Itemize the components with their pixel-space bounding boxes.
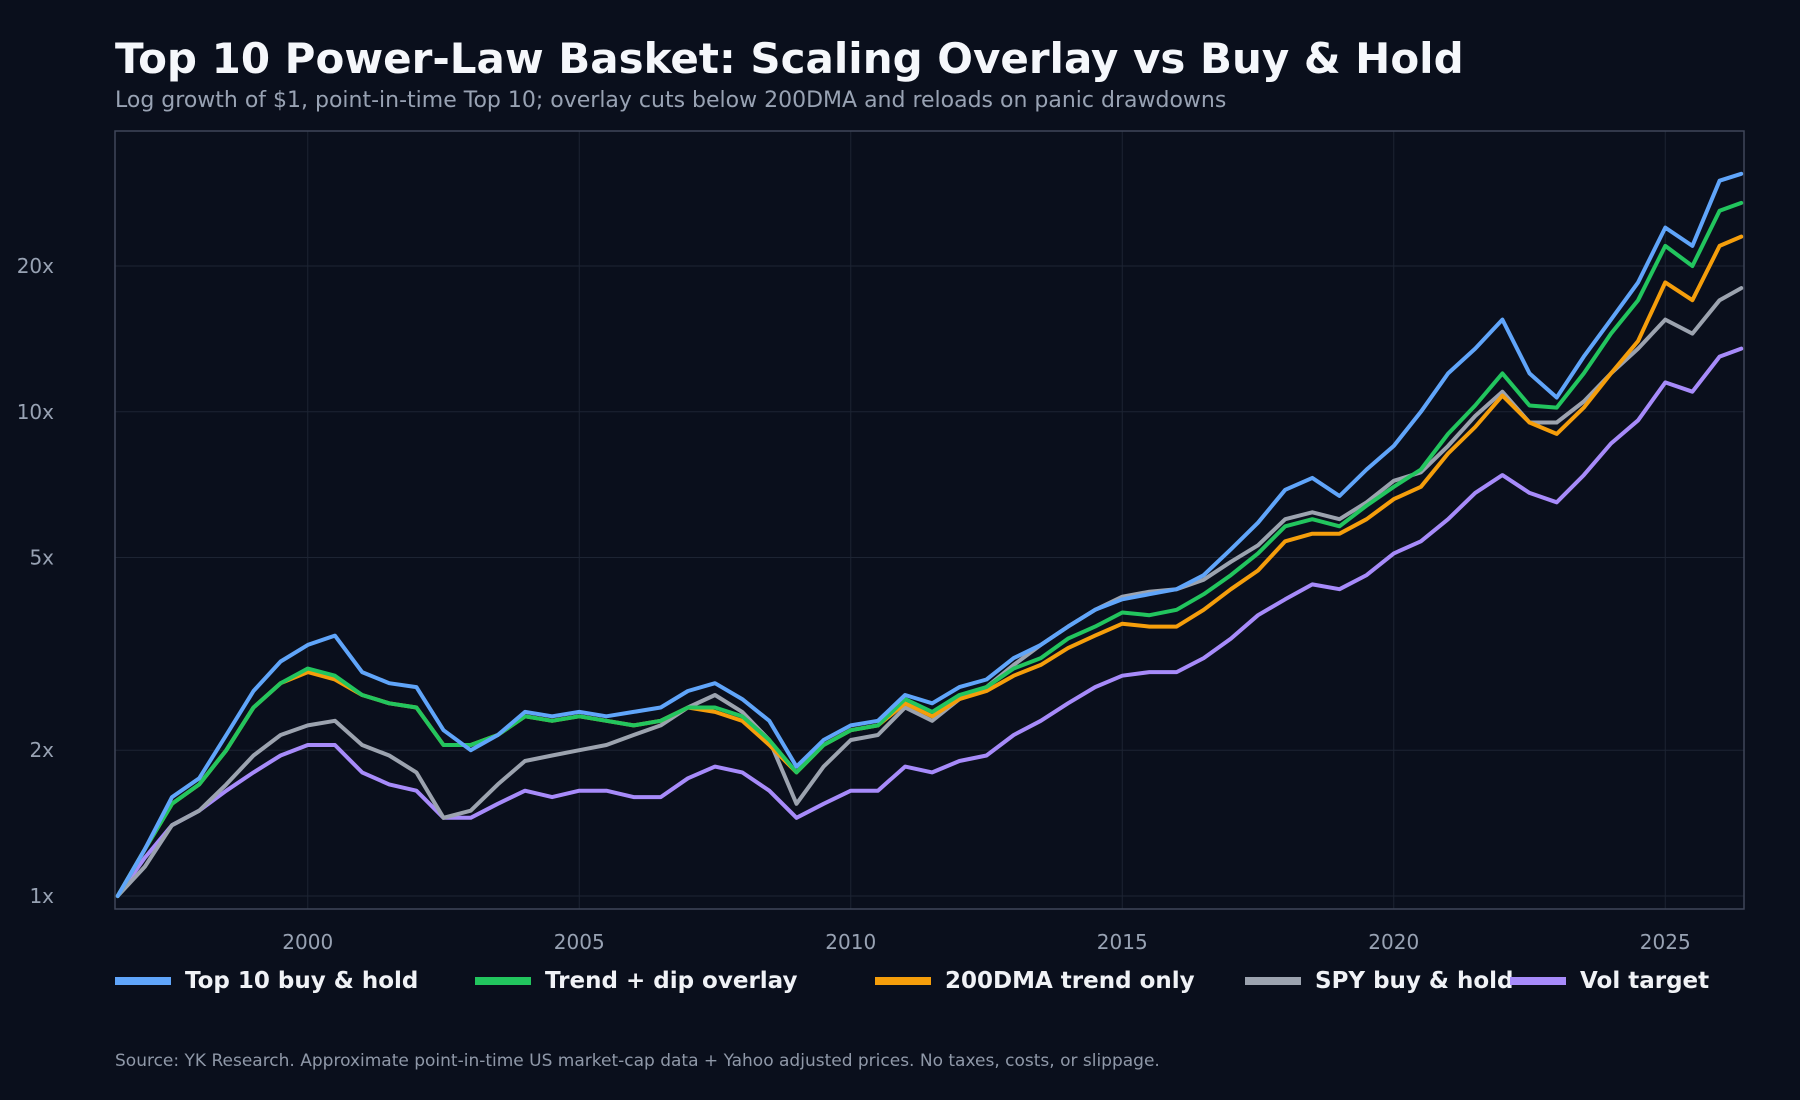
series-line-4 — [115, 346, 1744, 898]
legend-item-200dma[interactable]: 200DMA trend only — [875, 966, 1195, 996]
legend-label-spy: SPY buy & hold — [1315, 968, 1514, 994]
x-tick-label-2015: 2015 — [1097, 930, 1148, 954]
series-line-1 — [115, 200, 1744, 898]
y-tick-label-2x: 2x — [29, 738, 54, 762]
legend-swatch-spy — [1245, 977, 1301, 985]
x-tick-label-2005: 2005 — [554, 930, 605, 954]
y-tick-label-20x: 20x — [17, 254, 54, 278]
legend-item-trend-dip[interactable]: Trend + dip overlay — [475, 966, 797, 996]
legend-swatch-trend-dip — [475, 977, 531, 985]
source-note: Source: YK Research. Approximate point-i… — [115, 1051, 1160, 1071]
legend-swatch-200dma — [875, 977, 931, 985]
legend-item-top10[interactable]: Top 10 buy & hold — [115, 966, 418, 996]
legend-label-200dma: 200DMA trend only — [945, 968, 1195, 994]
chart-title: Top 10 Power-Law Basket: Scaling Overlay… — [115, 34, 1464, 83]
y-tick-label-1x: 1x — [29, 884, 54, 908]
x-tick-label-2020: 2020 — [1368, 930, 1419, 954]
series-line-0 — [115, 171, 1744, 898]
plot-frame — [114, 130, 1745, 910]
y-tick-label-10x: 10x — [17, 400, 54, 424]
x-tick-label-2010: 2010 — [825, 930, 876, 954]
chart-subtitle: Log growth of $1, point-in-time Top 10; … — [115, 88, 1227, 113]
x-tick-label-2000: 2000 — [282, 930, 333, 954]
legend-item-spy[interactable]: SPY buy & hold — [1245, 966, 1514, 996]
legend-label-trend-dip: Trend + dip overlay — [545, 968, 798, 994]
legend-label-top10: Top 10 buy & hold — [185, 968, 419, 994]
legend-label-vol-target: Vol target — [1580, 968, 1710, 994]
legend-swatch-top10 — [115, 977, 171, 985]
y-tick-label-5x: 5x — [29, 546, 54, 570]
legend-swatch-vol-target — [1510, 977, 1566, 985]
x-tick-label-2025: 2025 — [1640, 930, 1691, 954]
plot-area — [115, 131, 1744, 909]
legend-item-vol-target[interactable]: Vol target — [1510, 966, 1709, 996]
series-line-3 — [115, 286, 1744, 898]
legend: Top 10 buy & hold Trend + dip overlay 20… — [115, 966, 1775, 996]
